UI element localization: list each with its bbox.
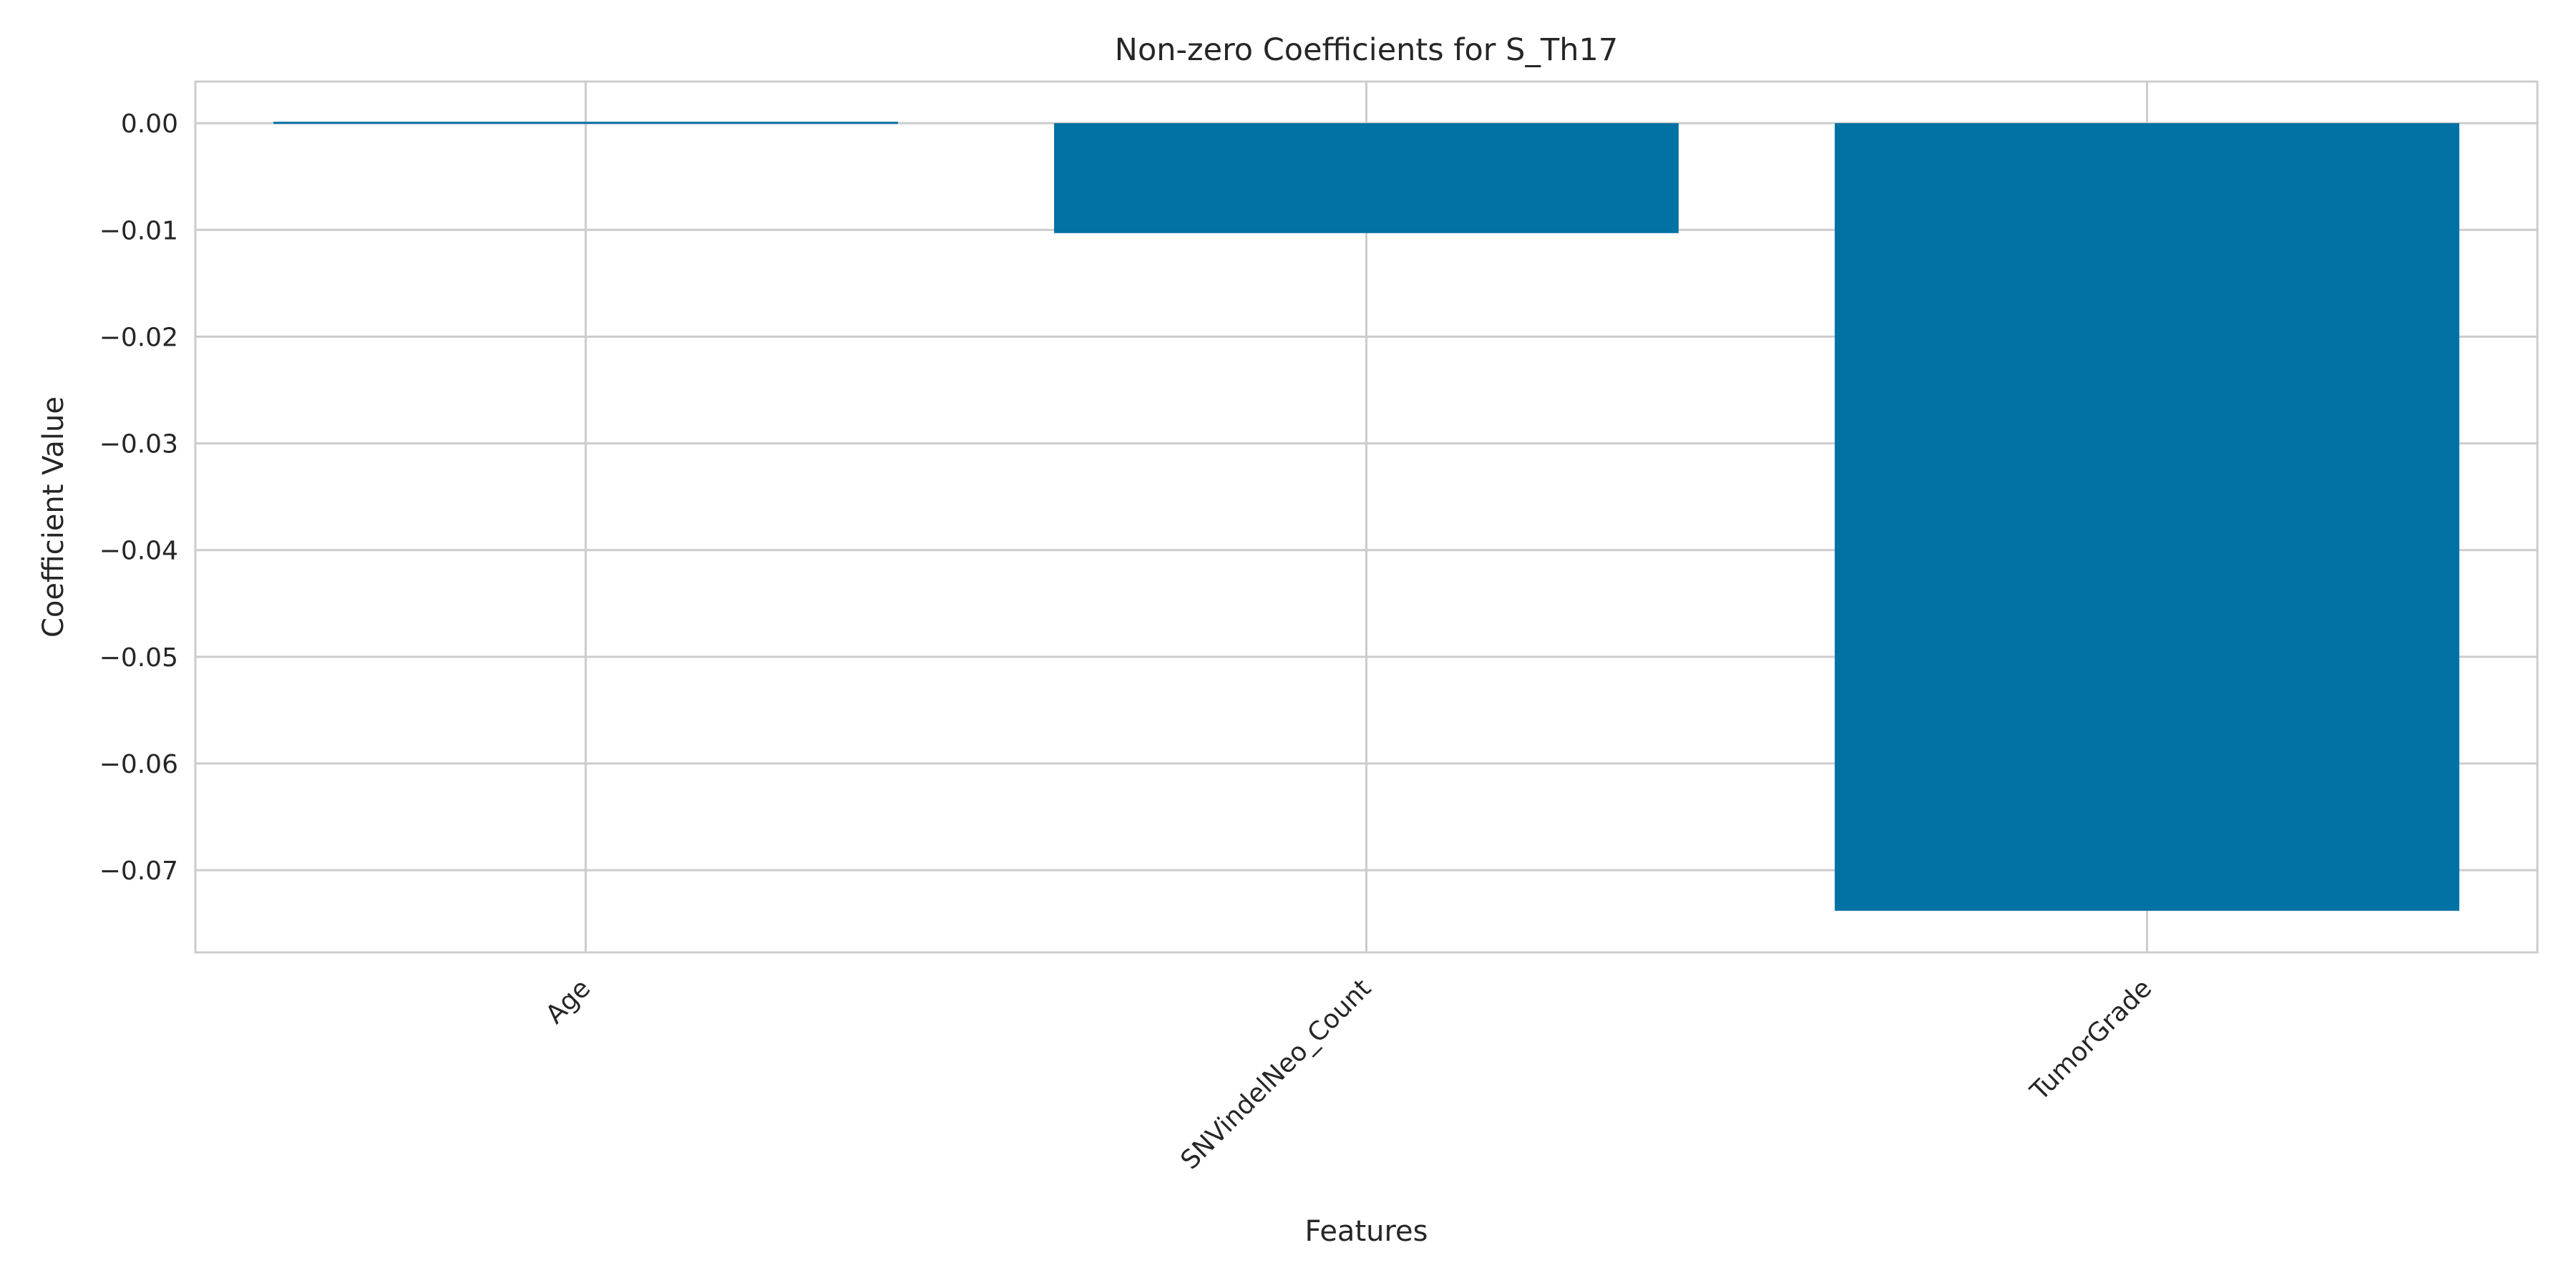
y-tick-label: −0.06 <box>99 750 178 779</box>
y-axis-label: Coefficient Value <box>37 396 70 638</box>
bars-layer <box>273 122 2459 911</box>
y-tick-label: −0.04 <box>99 537 178 566</box>
axes-frame <box>194 80 2539 954</box>
bar-snvindelneo-count <box>1054 123 1679 233</box>
y-tick-label: −0.07 <box>99 857 178 886</box>
x-axis-label: Features <box>1305 1215 1428 1248</box>
y-tick-label: −0.03 <box>99 430 178 459</box>
bar-age <box>273 122 898 125</box>
bar-tumorgrade <box>1835 123 2459 911</box>
y-tick-labels: 0.00 −0.01 −0.02 −0.03 −0.04 −0.05 −0.06 −0.07 <box>99 109 178 886</box>
y-tick-label: 0.00 <box>121 109 178 139</box>
y-tick-label: −0.05 <box>99 643 178 673</box>
y-tick-label: −0.02 <box>99 323 178 352</box>
chart-title: Non-zero Coefficients for S_Th17 <box>1115 32 1618 68</box>
y-tick-label: −0.01 <box>99 216 178 245</box>
